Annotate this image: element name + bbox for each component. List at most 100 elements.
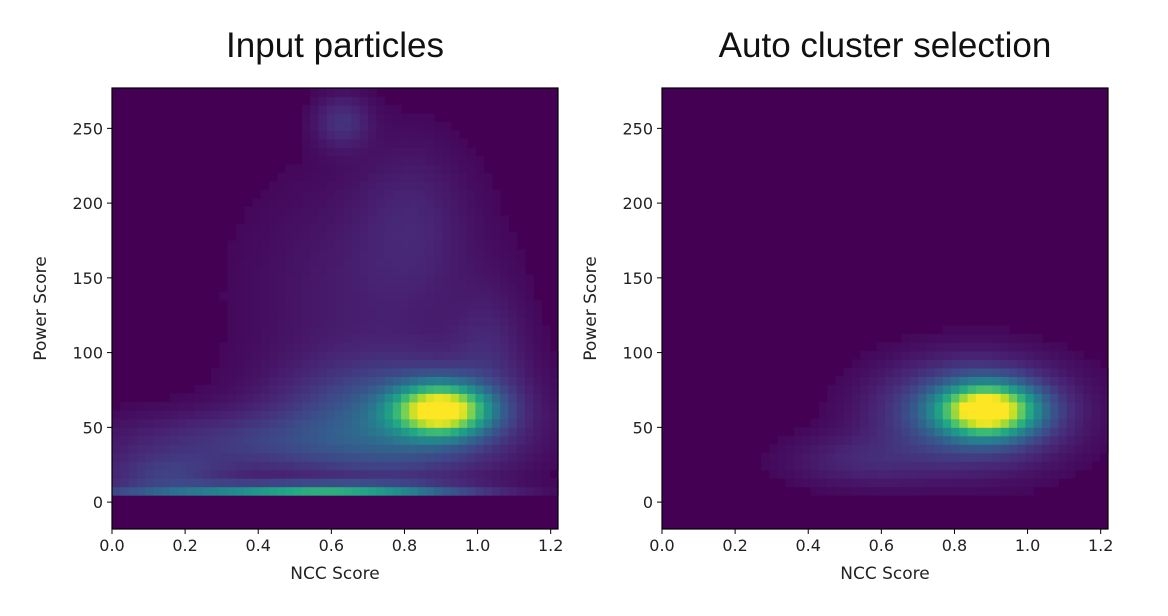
heatmap-cell (335, 452, 344, 462)
heatmap-cell (285, 223, 295, 233)
heatmap-cell (409, 113, 419, 123)
heatmap-cell (442, 359, 452, 369)
heatmap-cell (500, 333, 510, 344)
heatmap-cell (442, 486, 452, 496)
heatmap-cell (120, 444, 130, 454)
heatmap-cell (483, 478, 493, 488)
heatmap-cell (1099, 427, 1109, 437)
heatmap-cell (491, 316, 501, 327)
heatmap-cell (343, 308, 353, 318)
heatmap-cell (343, 138, 353, 148)
heatmap-cell (516, 325, 526, 335)
heatmap-cell (112, 469, 121, 479)
heatmap-cell (392, 478, 402, 488)
heatmap-cell (326, 452, 336, 462)
heatmap-cell (1008, 444, 1018, 454)
heatmap-cell (425, 308, 435, 318)
heatmap-cell (794, 444, 804, 454)
heatmap-cell (491, 367, 501, 377)
heatmap-cell (1017, 342, 1027, 352)
heatmap-cell (425, 138, 435, 148)
heatmap-cell (959, 444, 969, 454)
heatmap-cell (442, 444, 452, 454)
heatmap-cell (268, 359, 278, 369)
heatmap-cell (392, 198, 402, 208)
heatmap-cell (901, 486, 911, 496)
heatmap-cell (384, 113, 394, 123)
heatmap-cell (326, 376, 336, 386)
heatmap-cell (301, 104, 311, 115)
heatmap-cell (533, 350, 543, 360)
heatmap-cell (475, 189, 485, 199)
heatmap-cell (335, 325, 344, 335)
heatmap-cell (959, 469, 969, 479)
heatmap-cell (310, 376, 320, 386)
heatmap-cell (1000, 418, 1010, 428)
heatmap-cell (467, 223, 477, 233)
heatmap-cell (810, 435, 820, 445)
heatmap-cell (425, 206, 435, 216)
heatmap-cell (244, 266, 254, 276)
heatmap-cell (425, 130, 435, 140)
heatmap-cell (384, 384, 394, 394)
heatmap-cell (169, 478, 179, 488)
heatmap-cell (376, 359, 386, 369)
heatmap-cell (835, 461, 845, 471)
heatmap-cell (851, 435, 861, 445)
heatmap-cell (285, 401, 295, 411)
heatmap-cell (417, 291, 427, 301)
heatmap-cell (244, 435, 254, 445)
heatmap-cell (219, 461, 229, 471)
heatmap-cell (235, 333, 245, 344)
heatmap-cell (835, 427, 845, 437)
heatmap-cell (450, 138, 460, 148)
heatmap-cell (351, 96, 361, 106)
heatmap-cell (1050, 342, 1060, 352)
heatmap-cell (293, 486, 303, 496)
heatmap-cell (293, 418, 303, 428)
heatmap-cell (442, 325, 452, 335)
heatmap-cell (417, 486, 427, 496)
heatmap-cell (285, 418, 295, 428)
heatmap-cell (500, 240, 510, 250)
heatmap-cell (293, 393, 303, 403)
heatmap-cell (868, 478, 878, 488)
heatmap-cell (868, 461, 878, 471)
heatmap-cell (442, 206, 452, 216)
heatmap-cell (777, 452, 787, 462)
heatmap-cell (1008, 410, 1018, 420)
heatmap-cell (860, 452, 870, 462)
heatmap-cell (984, 342, 993, 352)
heatmap-cell (458, 444, 468, 454)
heatmap-cell (901, 444, 911, 454)
x-tick-label: 0.4 (246, 536, 271, 555)
heatmap-cell (310, 172, 320, 182)
heatmap-cell (301, 384, 311, 394)
heatmap-cell (458, 325, 468, 335)
heatmap-cell (153, 418, 163, 428)
heatmap-cell (1099, 384, 1109, 394)
heatmap-cell (384, 393, 394, 403)
heatmap-cell (301, 418, 311, 428)
heatmap-cell (318, 240, 328, 250)
heatmap-cell (860, 478, 870, 488)
heatmap-cell (401, 291, 410, 301)
heatmap-cell (467, 232, 477, 242)
heatmap-cell (219, 469, 229, 479)
heatmap-cell (909, 384, 919, 394)
heatmap-cell (409, 342, 419, 352)
heatmap-cell (268, 350, 278, 360)
heatmap-cell (868, 367, 878, 377)
heatmap-cell (810, 452, 820, 462)
heatmap-cell (310, 257, 320, 267)
heatmap-cell (934, 384, 944, 394)
heatmap-cell (384, 418, 394, 428)
heatmap-cell (1091, 376, 1101, 386)
heatmap-cell (368, 249, 377, 259)
heatmap-cell (293, 266, 303, 276)
heatmap-cell (318, 401, 328, 411)
heatmap-cell (516, 461, 526, 471)
heatmap-cell (769, 452, 779, 462)
heatmap-cell (112, 486, 121, 496)
heatmap-cell (508, 325, 518, 335)
